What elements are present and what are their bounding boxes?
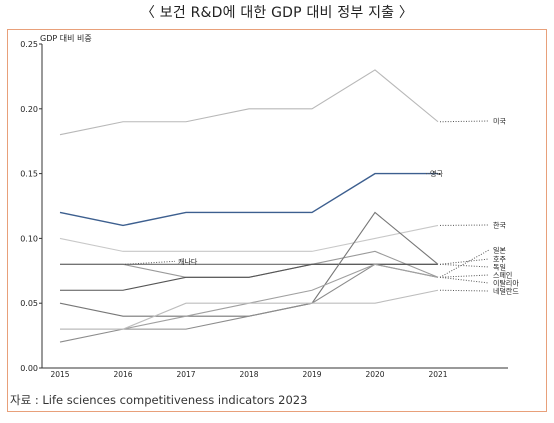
x-tick-label: 2020 bbox=[365, 370, 384, 379]
series-line-9 bbox=[60, 263, 439, 330]
chart-frame bbox=[7, 29, 547, 412]
x-tick-label: 2019 bbox=[302, 370, 321, 379]
label-leader bbox=[439, 263, 490, 268]
series-label: 캐나다 bbox=[178, 257, 198, 266]
x-tick-label: 2018 bbox=[239, 370, 258, 379]
series-line-10 bbox=[60, 289, 439, 330]
label-leader bbox=[439, 274, 490, 278]
label-leader bbox=[439, 289, 490, 292]
series-label: 호주 bbox=[493, 256, 506, 264]
series-line-6 bbox=[60, 263, 438, 291]
series-label: 영국 bbox=[430, 169, 443, 178]
series-label: 독일 bbox=[493, 263, 506, 272]
label-leader bbox=[439, 258, 490, 265]
x-tick-label: 2016 bbox=[113, 370, 132, 379]
label-leader bbox=[439, 276, 490, 284]
series-label: 이탈리아 bbox=[493, 279, 519, 288]
y-tick-label: 0.00 bbox=[20, 364, 38, 373]
x-tick-label: 2021 bbox=[428, 370, 447, 379]
series-line-2 bbox=[59, 172, 438, 227]
y-axis-label: GDP 대비 비중 bbox=[40, 34, 92, 43]
y-tick-label: 0.25 bbox=[20, 40, 38, 49]
page-title: 〈 보건 R&D에 대한 GDP 대비 정부 지출 〉 bbox=[140, 5, 414, 21]
series-line-1 bbox=[59, 69, 439, 136]
x-tick-label: 2015 bbox=[50, 370, 69, 379]
series-label: 일본 bbox=[493, 246, 506, 255]
x-tick-label: 2017 bbox=[176, 370, 195, 379]
y-tick-label: 0.20 bbox=[20, 105, 38, 114]
series-label: 네덜란드 bbox=[493, 287, 519, 296]
y-tick-label: 0.05 bbox=[20, 299, 38, 308]
y-tick-label: 0.15 bbox=[20, 170, 38, 179]
series-label: 스페인 bbox=[493, 271, 512, 280]
label-leader bbox=[124, 260, 176, 265]
series-label: 미국 bbox=[493, 117, 506, 126]
source-note: 자료 : Life sciences competitiveness indic… bbox=[10, 393, 308, 407]
series-label: 한국 bbox=[493, 222, 506, 230]
label-leader bbox=[439, 120, 490, 123]
label-leader bbox=[439, 249, 490, 278]
y-tick-label: 0.10 bbox=[20, 234, 38, 243]
series-line-3 bbox=[59, 224, 439, 252]
